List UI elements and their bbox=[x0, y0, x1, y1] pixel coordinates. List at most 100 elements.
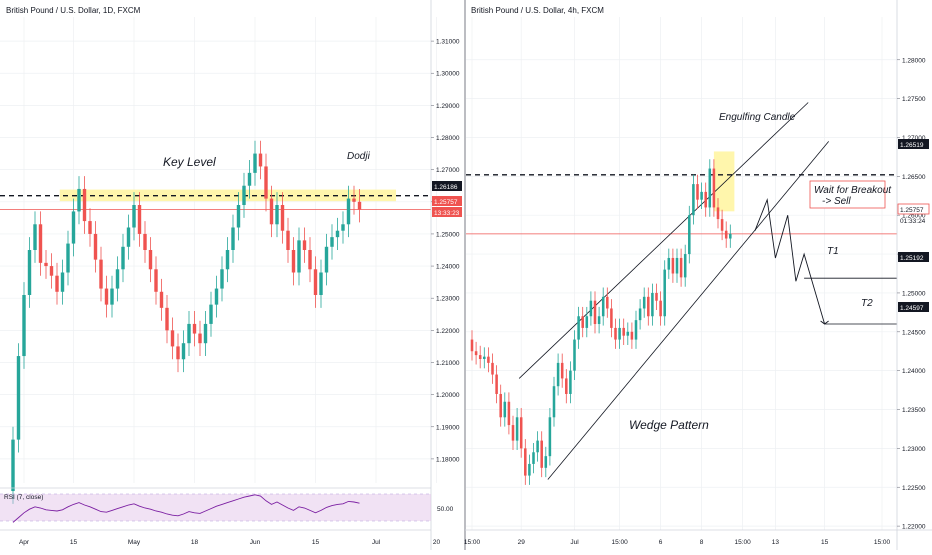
wedge-pattern-annotation: Wedge Pattern bbox=[629, 418, 709, 432]
candle-body bbox=[716, 207, 720, 220]
four-hour-time-axis: 15:00 29 Jul 15:00 6 8 15:00 13 15 15:00 bbox=[464, 539, 891, 546]
candle-body bbox=[71, 211, 76, 244]
price-tick-label: 1.25000 bbox=[436, 231, 460, 238]
candle-body bbox=[528, 463, 531, 476]
candle-body bbox=[548, 417, 552, 457]
engulfing-candle-annotation: Engulfing Candle bbox=[719, 112, 796, 123]
price-tick-label: 1.22500 bbox=[902, 485, 926, 492]
candle-body bbox=[66, 243, 70, 273]
candle-body bbox=[556, 362, 560, 387]
dodji-annotation: Dodji bbox=[347, 151, 371, 162]
candle-body bbox=[573, 339, 576, 371]
price-tick-label: 1.23000 bbox=[902, 446, 926, 453]
candle-body bbox=[110, 288, 114, 305]
candle-body bbox=[104, 288, 109, 305]
candle-body bbox=[319, 272, 323, 295]
price-tick-label: 1.29000 bbox=[436, 103, 460, 110]
projected-path bbox=[754, 197, 829, 325]
candle-body bbox=[38, 224, 43, 263]
candle-body bbox=[651, 292, 654, 317]
candle-body bbox=[137, 205, 142, 234]
price-tick-label: 1.27500 bbox=[902, 96, 926, 103]
candle-body bbox=[88, 221, 92, 234]
candle-body bbox=[655, 292, 658, 301]
candle-body bbox=[487, 356, 490, 363]
candle-body bbox=[626, 331, 630, 336]
price-tick-label: 1.28000 bbox=[436, 135, 460, 142]
wedge-lower-line bbox=[547, 141, 830, 480]
candle-body bbox=[203, 323, 208, 344]
time-tick-label: 13 bbox=[772, 539, 780, 546]
candle-body bbox=[187, 323, 191, 344]
candle-body bbox=[286, 230, 290, 250]
daily-chart-panel: British Pound / U.S. Dollar, 1D, FXCM Ke… bbox=[0, 0, 465, 550]
price-tick-label: 1.27000 bbox=[436, 167, 460, 174]
target-2-tag bbox=[898, 302, 929, 312]
daily-time-axis: Apr 15 May 18 Jun 15 Jul 20 bbox=[19, 539, 441, 546]
candle-body bbox=[532, 452, 535, 464]
candle-body bbox=[536, 440, 539, 453]
time-tick-label: 15:00 bbox=[464, 539, 481, 546]
four-hour-grid bbox=[466, 17, 897, 530]
candle-body bbox=[622, 327, 625, 336]
candle-body bbox=[630, 331, 634, 340]
candle-body bbox=[647, 296, 650, 317]
candle-body bbox=[198, 333, 202, 344]
daily-candles bbox=[11, 140, 362, 504]
candle-body bbox=[552, 386, 556, 418]
time-tick-label: 6 bbox=[659, 539, 663, 546]
resistance-level-tag bbox=[898, 139, 929, 149]
candle-body bbox=[126, 227, 131, 247]
candle-body bbox=[700, 191, 703, 200]
time-tick-label: May bbox=[128, 539, 141, 546]
engulfing-candle-highlight bbox=[713, 151, 735, 212]
price-tick-label: 1.23500 bbox=[902, 407, 926, 414]
candle-body bbox=[585, 316, 589, 328]
candle-body bbox=[483, 356, 486, 359]
target-1-tag-label: 1.25192 bbox=[900, 255, 924, 262]
candle-body bbox=[675, 257, 679, 274]
time-tick-label: 15:00 bbox=[874, 539, 891, 546]
candle-body bbox=[683, 254, 687, 278]
candle-body bbox=[44, 262, 48, 267]
candle-body bbox=[280, 205, 285, 231]
candle-body bbox=[93, 233, 98, 260]
candle-body bbox=[696, 184, 699, 200]
candle-body bbox=[667, 257, 671, 270]
wedge-upper-line bbox=[518, 102, 809, 379]
price-tick-label: 1.24000 bbox=[902, 368, 926, 375]
candle-body bbox=[692, 184, 695, 216]
candle-body bbox=[544, 456, 548, 468]
price-tick-label: 1.25000 bbox=[902, 290, 926, 297]
candle-body bbox=[159, 291, 164, 308]
four-hour-price-axis: 1.22000 1.22500 1.23000 1.23500 1.24000 1.245… bbox=[897, 57, 926, 531]
candle-body bbox=[470, 339, 474, 352]
candle-body bbox=[225, 250, 230, 270]
breakout-note-box bbox=[809, 180, 886, 209]
rsi-label: RSI (7, close) bbox=[4, 494, 43, 501]
price-tick-label: 1.20000 bbox=[436, 392, 460, 399]
candle-body bbox=[357, 201, 362, 210]
daily-grid bbox=[0, 17, 437, 483]
candle-body bbox=[507, 401, 511, 426]
candle-body bbox=[720, 219, 724, 231]
candle-body bbox=[181, 343, 186, 360]
candle-body bbox=[121, 246, 125, 270]
breakout-note-line-1: Wait for Breakout bbox=[814, 185, 892, 196]
candle-body bbox=[264, 166, 268, 199]
candle-body bbox=[269, 198, 274, 225]
candle-body bbox=[491, 362, 494, 375]
candle-body bbox=[601, 296, 605, 317]
candle-body bbox=[165, 307, 169, 331]
daily-countdown-tag bbox=[432, 207, 462, 217]
candle-body bbox=[192, 323, 197, 334]
candle-body bbox=[581, 316, 584, 328]
candle-body bbox=[236, 205, 241, 228]
candle-body bbox=[55, 275, 59, 292]
candle-body bbox=[330, 237, 334, 247]
candle-body bbox=[220, 269, 224, 289]
candle-body bbox=[729, 233, 732, 239]
candle-body bbox=[346, 198, 351, 225]
